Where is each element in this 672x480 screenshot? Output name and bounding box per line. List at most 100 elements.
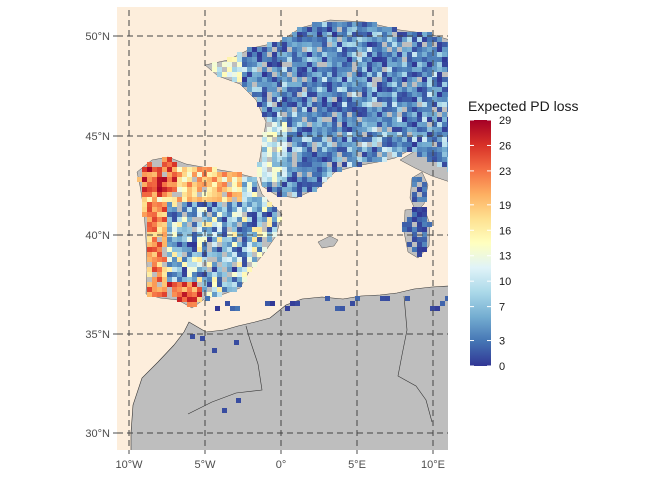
loss-cell [327, 82, 332, 87]
loss-cell [147, 217, 152, 222]
loss-cell [182, 187, 187, 192]
loss-cell [192, 207, 197, 212]
loss-cell [162, 277, 167, 282]
loss-cell [327, 112, 332, 117]
loss-cell [270, 301, 275, 306]
loss-cell [387, 32, 392, 37]
loss-cell [352, 97, 357, 102]
loss-cell [392, 42, 397, 47]
loss-cell [277, 142, 282, 147]
loss-cell [312, 122, 317, 127]
loss-cell [392, 37, 397, 42]
loss-cell [277, 187, 282, 192]
loss-cell [217, 222, 222, 227]
loss-cell [217, 192, 222, 197]
loss-cell [417, 222, 422, 227]
loss-cell [232, 222, 237, 227]
loss-cell [372, 67, 377, 72]
loss-cell [417, 87, 422, 92]
loss-cell [262, 247, 267, 252]
loss-cell [207, 167, 212, 172]
loss-cell [432, 157, 437, 162]
loss-cell [382, 152, 387, 157]
loss-cell [267, 127, 272, 132]
loss-cell [307, 147, 312, 152]
loss-cell [432, 67, 437, 72]
loss-cell [257, 62, 262, 67]
loss-cell [357, 132, 362, 137]
loss-cell [277, 177, 282, 182]
loss-cell [417, 37, 422, 42]
loss-cell [172, 272, 177, 277]
legend-tick-label: 19 [499, 200, 511, 212]
loss-cell [292, 57, 297, 62]
loss-cell [297, 72, 302, 77]
loss-cell [442, 67, 447, 72]
loss-cell [352, 102, 357, 107]
loss-cell [337, 97, 342, 102]
loss-cell [197, 182, 202, 187]
loss-cell [417, 82, 422, 87]
loss-cell [352, 132, 357, 137]
loss-cell [237, 197, 242, 202]
loss-cell [142, 207, 147, 212]
loss-cell [172, 197, 177, 202]
loss-cell [247, 242, 252, 247]
loss-cell [422, 132, 427, 137]
loss-cell [312, 37, 317, 42]
loss-cell [237, 77, 242, 82]
loss-cell [187, 177, 192, 182]
loss-cell [212, 62, 217, 67]
loss-cell [292, 92, 297, 97]
loss-cell [152, 217, 157, 222]
loss-cell [322, 87, 327, 92]
loss-cell [167, 267, 172, 272]
loss-cell [302, 37, 307, 42]
loss-cell [197, 257, 202, 262]
loss-cell [197, 227, 202, 232]
loss-cell [422, 187, 427, 192]
loss-cell [412, 142, 417, 147]
loss-cell [252, 182, 257, 187]
loss-cell [197, 292, 202, 297]
loss-cell [262, 67, 267, 72]
loss-cell [302, 27, 307, 32]
loss-cell [167, 237, 172, 242]
loss-cell [412, 67, 417, 72]
loss-cell [197, 167, 202, 172]
loss-cell [147, 252, 152, 257]
loss-cell [277, 152, 282, 157]
loss-cell [297, 182, 302, 187]
loss-cell [312, 162, 317, 167]
loss-cell [347, 52, 352, 57]
legend-tick-label: 16 [499, 225, 511, 237]
loss-cell [427, 157, 432, 162]
loss-cell [387, 67, 392, 72]
loss-cell [347, 62, 352, 67]
loss-cell [427, 137, 432, 142]
loss-cell [177, 282, 182, 287]
loss-cell [342, 67, 347, 72]
loss-cell [207, 177, 212, 182]
loss-cell [187, 242, 192, 247]
loss-cell [347, 117, 352, 122]
loss-cell [192, 172, 197, 177]
loss-cell [322, 172, 327, 177]
loss-cell [437, 117, 442, 122]
loss-cell [187, 287, 192, 292]
loss-cell [377, 62, 382, 67]
loss-cell [222, 227, 227, 232]
loss-cell [237, 272, 242, 277]
loss-cell [227, 222, 232, 227]
loss-cell [437, 97, 442, 102]
loss-cell [182, 257, 187, 262]
loss-cell [182, 267, 187, 272]
loss-cell [322, 97, 327, 102]
loss-cell [197, 212, 202, 217]
loss-cell [307, 117, 312, 122]
loss-cell [402, 87, 407, 92]
loss-cell [317, 172, 322, 177]
loss-cell [262, 72, 267, 77]
loss-cell [392, 57, 397, 62]
loss-cell [417, 122, 422, 127]
